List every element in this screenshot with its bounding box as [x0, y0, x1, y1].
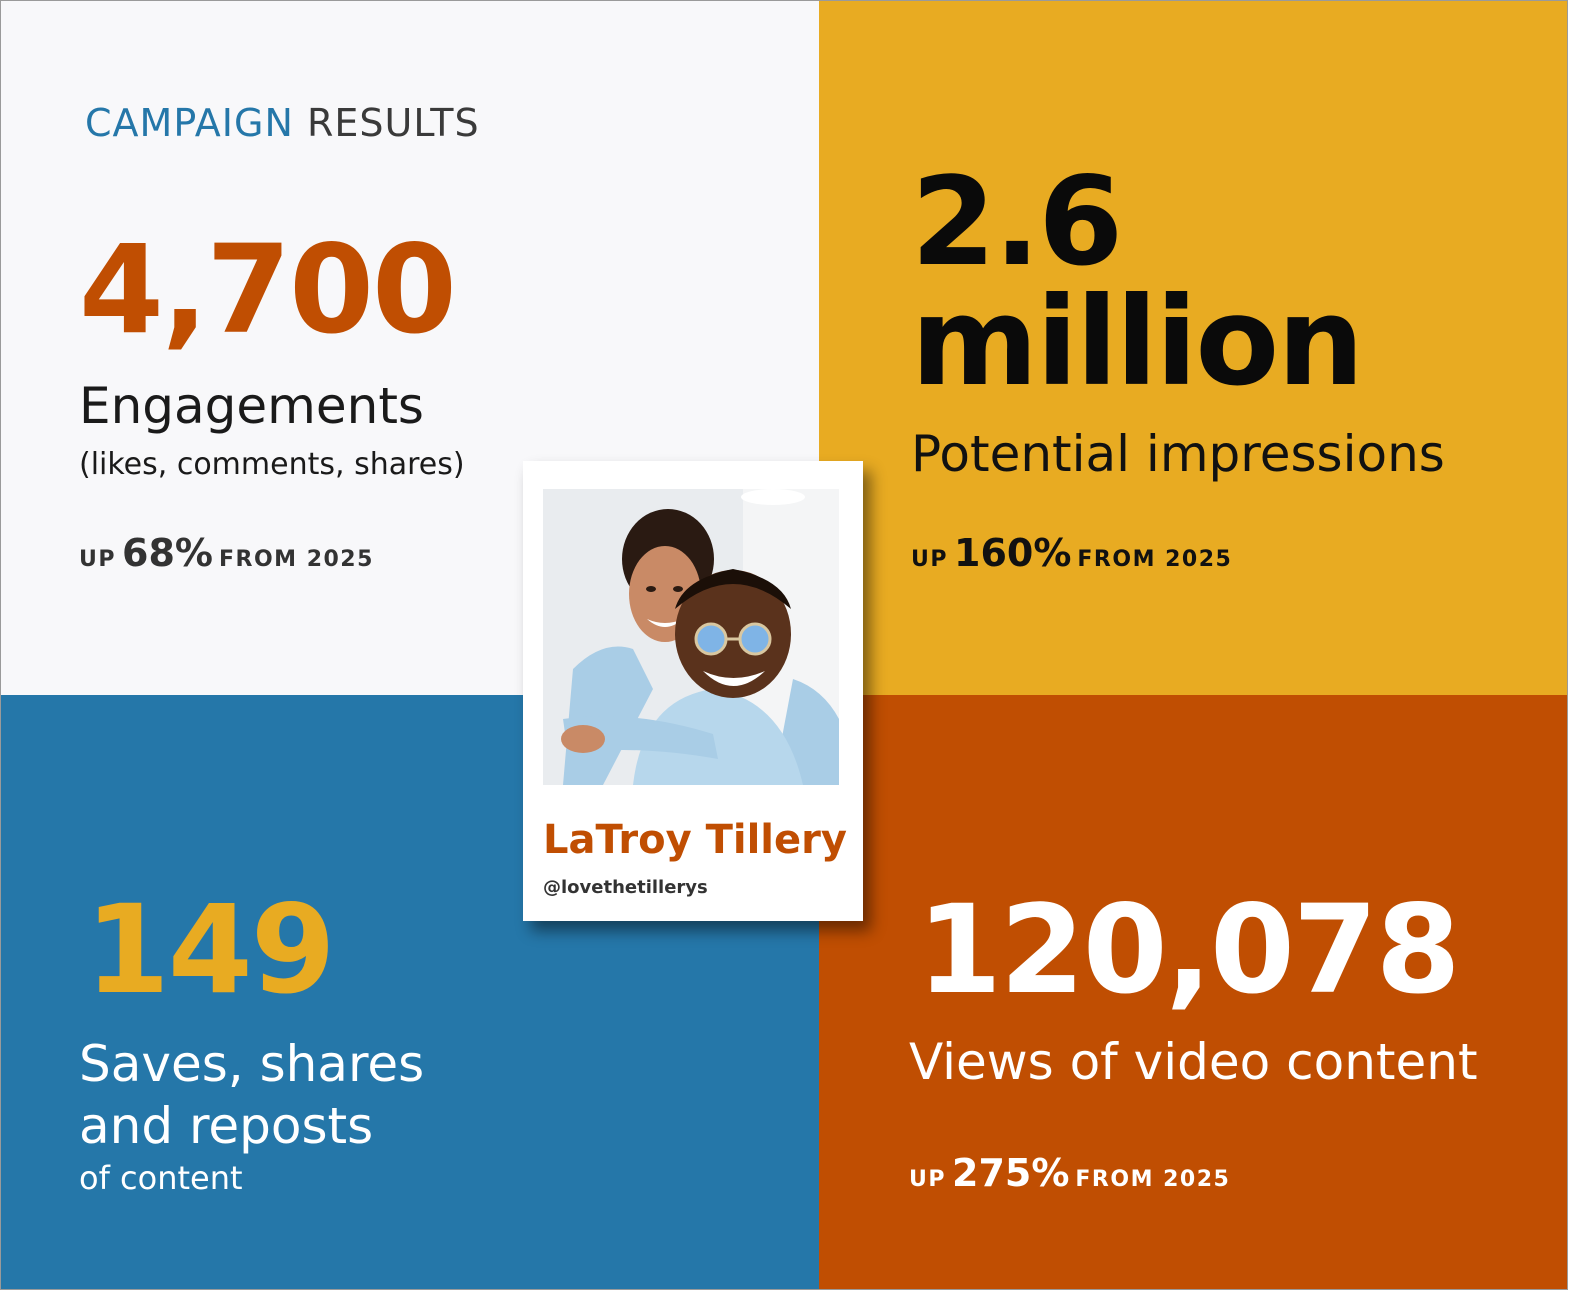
growth-percent: 68%: [122, 531, 213, 575]
views-growth: UP 275% FROM 2025: [909, 1151, 1230, 1195]
growth-prefix: UP: [909, 1167, 946, 1192]
engagements-value: 4,700: [79, 219, 457, 361]
impressions-panel: [819, 1, 1567, 695]
engagements-growth: UP 68% FROM 2025: [79, 531, 374, 575]
profile-name: LaTroy Tillery: [543, 817, 847, 863]
saves-label-line1: Saves, shares: [79, 1035, 425, 1093]
engagements-sublabel: (likes, comments, shares): [79, 447, 465, 482]
page-title-word-campaign: CAMPAIGN: [85, 101, 294, 145]
growth-suffix: FROM 2025: [1075, 1167, 1231, 1192]
growth-suffix: FROM 2025: [1077, 547, 1233, 572]
views-panel: [819, 695, 1567, 1289]
couple-photo-illustration: [543, 489, 839, 785]
page-title-word-results: RESULTS: [306, 101, 480, 145]
impressions-value-number: 2.6: [911, 151, 1123, 293]
views-label: Views of video content: [909, 1033, 1478, 1091]
growth-percent: 275%: [952, 1151, 1070, 1195]
impressions-label: Potential impressions: [911, 425, 1445, 483]
views-value: 120,078: [917, 879, 1461, 1021]
saves-sublabel: of content: [79, 1159, 243, 1197]
growth-prefix: UP: [911, 547, 948, 572]
saves-value: 149: [85, 879, 336, 1021]
engagements-label: Engagements: [79, 377, 424, 435]
profile-photo: [543, 489, 839, 785]
growth-percent: 160%: [954, 531, 1072, 575]
profile-card: LaTroy Tillery @lovethetillerys: [523, 461, 863, 921]
page-title: CAMPAIGN RESULTS: [85, 101, 480, 145]
profile-handle: @lovethetillerys: [543, 877, 708, 898]
impressions-value-unit: million: [911, 271, 1364, 413]
growth-suffix: FROM 2025: [218, 547, 374, 572]
saves-label-line2: and reposts: [79, 1097, 374, 1155]
impressions-growth: UP 160% FROM 2025: [911, 531, 1232, 575]
growth-prefix: UP: [79, 547, 116, 572]
